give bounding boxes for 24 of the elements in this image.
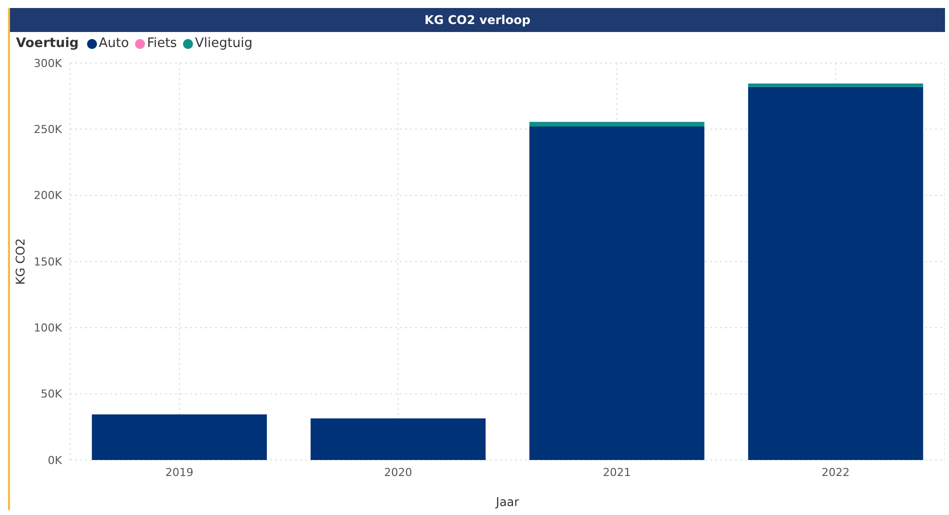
- y-tick-label: 100K: [34, 322, 63, 335]
- legend-label: Auto: [98, 36, 129, 51]
- y-tick-label: 200K: [34, 189, 63, 202]
- x-tick-label: 2020: [384, 466, 412, 479]
- x-axis-title: Jaar: [494, 495, 520, 509]
- y-tick-label: 300K: [34, 56, 63, 70]
- x-tick-label: 2022: [822, 466, 850, 479]
- y-tick-label: 250K: [34, 123, 63, 136]
- y-tick-label: 150K: [34, 255, 63, 268]
- legend-label: Vliegtuig: [194, 36, 253, 51]
- y-axis-title: KG CO2: [13, 238, 28, 285]
- chart-title: KG CO2 verloop: [10, 8, 945, 32]
- bar: [310, 418, 486, 460]
- legend-title: Voertuig: [16, 36, 79, 51]
- y-tick-label: 0K: [48, 454, 63, 467]
- bar: [92, 414, 267, 460]
- bar: [748, 86, 924, 460]
- legend-label: Fiets: [146, 36, 177, 51]
- bar: [748, 84, 924, 87]
- y-tick-label: 50K: [40, 388, 63, 401]
- bar: [529, 126, 704, 460]
- bar: [529, 122, 704, 127]
- x-tick-label: 2019: [165, 466, 194, 479]
- x-tick-label: 2021: [602, 466, 631, 479]
